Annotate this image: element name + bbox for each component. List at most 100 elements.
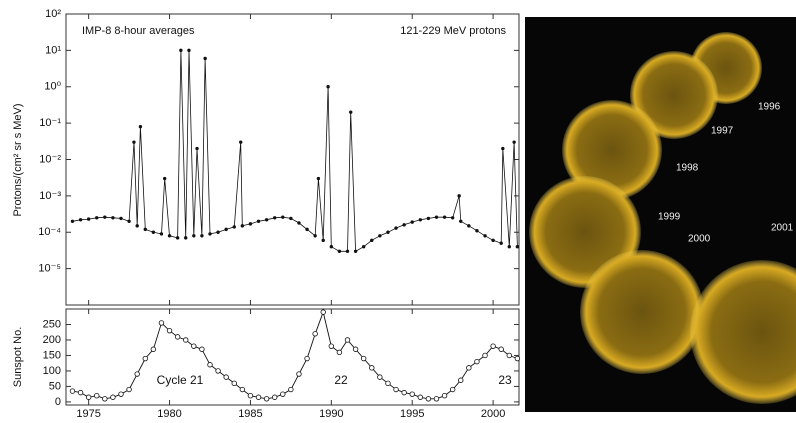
data-point bbox=[450, 216, 455, 220]
year-label: 2000 bbox=[688, 234, 711, 245]
data-point bbox=[515, 245, 520, 249]
year-label: 1997 bbox=[711, 126, 734, 137]
data-point bbox=[118, 391, 124, 397]
data-point bbox=[459, 219, 463, 224]
data-point bbox=[215, 368, 221, 374]
data-point bbox=[159, 232, 164, 236]
sun-disk bbox=[580, 250, 704, 374]
y-tick-label: 10⁻⁴ bbox=[38, 226, 61, 238]
data-point bbox=[150, 346, 157, 352]
data-point bbox=[239, 140, 243, 144]
data-point bbox=[199, 346, 205, 352]
data-point bbox=[297, 221, 301, 225]
data-point bbox=[507, 245, 511, 249]
data-point bbox=[393, 386, 399, 393]
data-point bbox=[441, 393, 448, 399]
data-point bbox=[501, 146, 505, 151]
y-tick-label: 150 bbox=[43, 349, 61, 361]
data-point bbox=[499, 241, 503, 245]
data-point bbox=[482, 352, 488, 359]
data-point bbox=[321, 238, 325, 243]
data-point bbox=[491, 238, 495, 243]
data-point bbox=[425, 396, 432, 402]
data-point bbox=[184, 236, 188, 240]
data-point bbox=[345, 249, 350, 253]
data-point bbox=[255, 394, 262, 400]
data-point bbox=[187, 48, 191, 53]
data-point bbox=[200, 234, 204, 238]
data-point bbox=[312, 331, 318, 337]
data-point bbox=[394, 226, 398, 230]
data-point bbox=[490, 343, 496, 349]
data-point bbox=[224, 227, 228, 232]
data-point bbox=[426, 216, 431, 221]
data-point bbox=[369, 365, 375, 371]
y-tick-label: 10¹ bbox=[45, 44, 61, 56]
data-point bbox=[410, 220, 414, 224]
cycle-label: Cycle 21 bbox=[157, 373, 204, 387]
data-point bbox=[247, 393, 254, 399]
cycle-label: 23 bbox=[498, 373, 512, 387]
data-point bbox=[195, 146, 199, 151]
data-point bbox=[360, 355, 367, 362]
data-point bbox=[85, 394, 92, 400]
x-tick-label: 1985 bbox=[238, 408, 262, 420]
data-point bbox=[231, 380, 237, 387]
data-point bbox=[77, 389, 84, 396]
data-point bbox=[344, 337, 351, 343]
data-point bbox=[134, 371, 140, 377]
data-point bbox=[183, 337, 189, 343]
data-point bbox=[240, 224, 245, 228]
data-point bbox=[281, 215, 285, 219]
y-tick-label: 10⁻³ bbox=[39, 190, 61, 202]
y-tick-label: 250 bbox=[43, 318, 61, 330]
data-point bbox=[167, 234, 172, 238]
data-point bbox=[103, 215, 107, 219]
data-point bbox=[377, 374, 383, 380]
data-point bbox=[417, 394, 424, 400]
y-tick-label: 50 bbox=[49, 380, 61, 392]
data-point bbox=[256, 219, 261, 224]
data-point bbox=[289, 216, 293, 221]
annotation: IMP-8 8-hour averages bbox=[82, 25, 195, 37]
y-axis-title: Protons/(cm² sr s MeV) bbox=[12, 103, 24, 216]
data-point bbox=[174, 334, 181, 340]
sun-disk bbox=[630, 51, 718, 139]
data-point bbox=[94, 393, 100, 399]
data-point bbox=[86, 217, 91, 221]
year-label: 2001 bbox=[771, 223, 794, 234]
data-point bbox=[102, 396, 108, 402]
data-point bbox=[475, 229, 479, 233]
data-point bbox=[151, 230, 156, 234]
data-point bbox=[336, 349, 343, 356]
annotation: 121-229 MeV protons bbox=[400, 25, 506, 37]
data-point bbox=[239, 386, 246, 393]
data-point bbox=[433, 396, 440, 402]
year-label: 1999 bbox=[658, 212, 681, 223]
data-point bbox=[162, 176, 167, 181]
data-point bbox=[280, 391, 286, 397]
data-point bbox=[467, 224, 471, 228]
data-point bbox=[142, 355, 148, 362]
data-point bbox=[385, 380, 391, 387]
y-tick-label: 10² bbox=[45, 8, 61, 20]
cycle-label: 22 bbox=[334, 373, 348, 387]
data-point bbox=[304, 355, 310, 362]
data-point bbox=[138, 124, 143, 129]
data-point bbox=[111, 216, 115, 220]
data-point bbox=[474, 358, 480, 365]
data-point bbox=[337, 249, 342, 253]
data-point bbox=[349, 110, 353, 114]
y-tick-label: 10⁻² bbox=[39, 153, 61, 165]
year-label: 1996 bbox=[758, 102, 781, 113]
data-point bbox=[353, 249, 358, 253]
data-point bbox=[272, 394, 278, 400]
x-tick-label: 2000 bbox=[481, 408, 505, 420]
data-point bbox=[320, 309, 326, 315]
x-tick-label: 1995 bbox=[400, 408, 424, 420]
data-point bbox=[458, 377, 464, 383]
data-point bbox=[409, 391, 415, 397]
x-tick-label: 1980 bbox=[157, 408, 181, 420]
data-line bbox=[72, 50, 518, 252]
data-point bbox=[514, 355, 521, 362]
